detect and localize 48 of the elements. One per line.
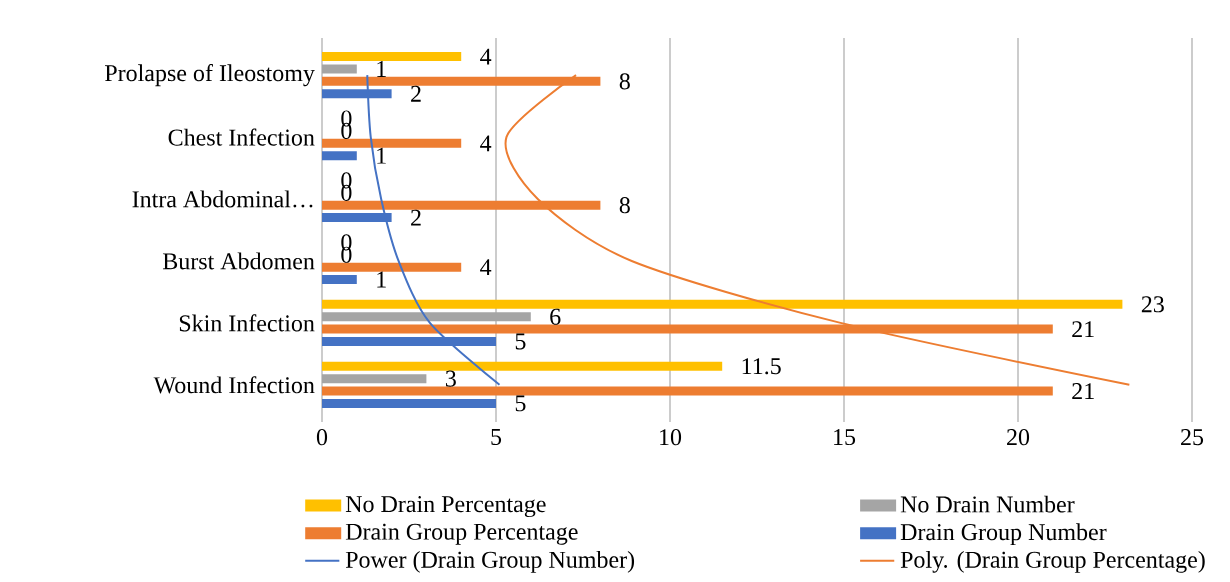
x-tick-label: 5 <box>491 429 502 445</box>
y-tick-label: Intra Abdominal… <box>132 190 313 208</box>
bar <box>322 262 462 272</box>
data-label: 21 <box>1072 383 1094 399</box>
data-label: 2 <box>411 85 421 102</box>
x-tick-label: 15 <box>834 429 856 446</box>
data-label: 1 <box>377 61 386 77</box>
bar <box>322 52 462 62</box>
data-label: 1 <box>377 271 386 288</box>
bar <box>322 361 723 371</box>
y-tick-label: Burst Abdomen <box>162 252 315 270</box>
data-label: 5 <box>515 395 526 412</box>
data-label: 5 <box>515 333 526 350</box>
bar <box>322 64 357 74</box>
y-tick-label: Prolapse of Ileostomy <box>105 64 315 87</box>
y-tick-label: Wound Infection <box>153 376 315 394</box>
bar <box>322 151 357 161</box>
x-tick-label: 25 <box>1181 429 1204 446</box>
bar <box>322 386 1053 396</box>
legend-label: Drain Group Percentage <box>345 523 578 545</box>
x-tick-label: 20 <box>1007 429 1030 446</box>
bar <box>322 275 357 285</box>
bar <box>322 312 531 322</box>
data-label: 8 <box>619 197 630 214</box>
data-label: 3 <box>445 370 456 387</box>
data-label: 8 <box>619 73 630 90</box>
data-label: 21 <box>1072 321 1094 338</box>
data-label: 23 <box>1141 296 1164 313</box>
bar <box>322 138 462 148</box>
bar <box>322 374 427 384</box>
data-label: 11.5 <box>742 358 781 375</box>
y-tick-label: Chest Infection <box>168 128 315 146</box>
legend-label: Drain Group Number <box>900 523 1107 546</box>
x-tick-label: 10 <box>660 429 682 446</box>
x-tick-label: 0 <box>316 429 328 446</box>
legend-label: Poly. (Drain Group Percentage) <box>900 550 1205 573</box>
data-label: 4 <box>480 259 492 276</box>
data-label: 4 <box>480 135 492 152</box>
data-label: 2 <box>411 209 421 226</box>
legend-label: No Drain Number <box>900 495 1075 513</box>
bar <box>322 398 497 408</box>
y-tick-label: Skin Infection <box>179 314 315 332</box>
data-label: 4 <box>480 48 492 65</box>
legend-label: No Drain Percentage <box>345 496 546 518</box>
legend-label: Power (Drain Group Number) <box>345 550 635 573</box>
bar <box>322 299 1123 309</box>
data-label: 6 <box>550 308 561 325</box>
data-label: 1 <box>377 147 386 164</box>
